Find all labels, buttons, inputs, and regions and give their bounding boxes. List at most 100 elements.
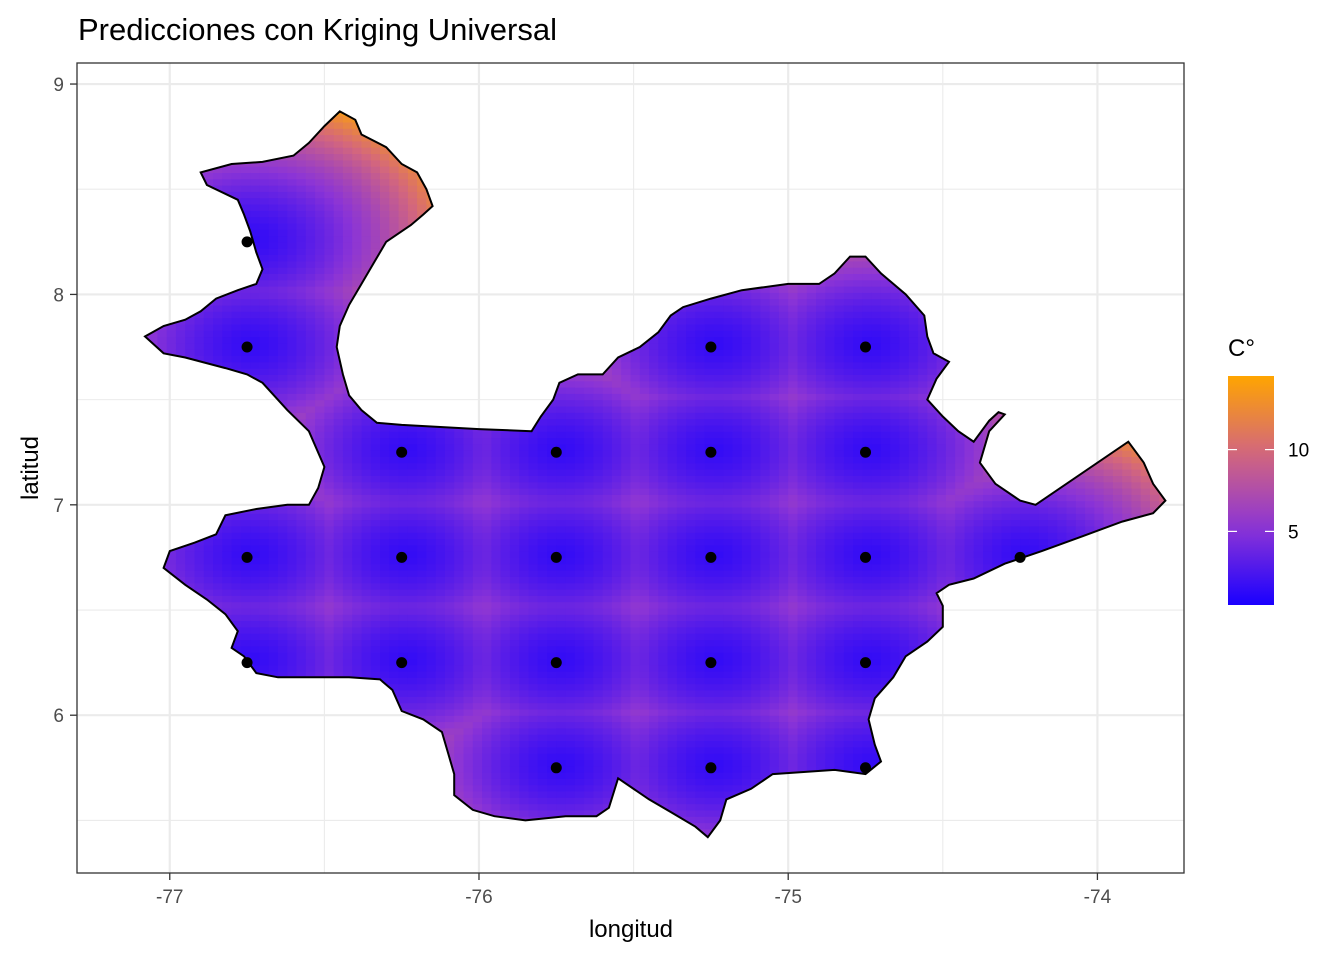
prediction-cell bbox=[175, 342, 186, 350]
prediction-cell bbox=[519, 809, 530, 817]
prediction-cell bbox=[324, 128, 335, 136]
prediction-cell bbox=[426, 544, 437, 552]
prediction-cell bbox=[231, 557, 242, 565]
prediction-cell bbox=[463, 488, 474, 495]
prediction-cell bbox=[389, 475, 400, 483]
prediction-cell bbox=[333, 563, 344, 571]
prediction-cell bbox=[342, 185, 353, 192]
prediction-cell bbox=[380, 159, 390, 167]
prediction-cell bbox=[482, 734, 492, 741]
prediction-cell bbox=[333, 437, 344, 445]
prediction-cell bbox=[333, 204, 344, 211]
prediction-cell bbox=[472, 437, 483, 445]
prediction-cell bbox=[324, 311, 335, 319]
prediction-cell bbox=[482, 759, 492, 767]
prediction-cell bbox=[268, 374, 279, 382]
prediction-cell bbox=[407, 500, 418, 508]
prediction-cell bbox=[426, 633, 437, 641]
prediction-cell bbox=[491, 469, 502, 476]
prediction-cell bbox=[417, 570, 427, 577]
prediction-cell bbox=[268, 368, 279, 375]
prediction-cell bbox=[361, 626, 372, 634]
prediction-cell bbox=[213, 349, 223, 356]
prediction-cell bbox=[203, 349, 214, 356]
prediction-cell bbox=[417, 582, 427, 590]
prediction-cell bbox=[519, 443, 530, 451]
prediction-cell bbox=[305, 538, 316, 546]
prediction-cell bbox=[519, 589, 530, 596]
prediction-cell bbox=[222, 544, 233, 552]
prediction-cell bbox=[194, 582, 205, 590]
prediction-cell bbox=[194, 544, 205, 552]
prediction-cell bbox=[398, 683, 409, 691]
prediction-cell bbox=[287, 229, 298, 237]
prediction-cell bbox=[398, 475, 409, 483]
prediction-cell bbox=[352, 576, 363, 584]
prediction-cell bbox=[370, 437, 381, 445]
prediction-cell bbox=[342, 279, 353, 287]
prediction-cell bbox=[250, 570, 261, 577]
prediction-cell bbox=[407, 506, 418, 514]
prediction-cell bbox=[426, 462, 437, 470]
prediction-cell bbox=[203, 595, 214, 603]
prediction-cell bbox=[324, 355, 335, 363]
prediction-cell bbox=[324, 185, 335, 192]
prediction-cell bbox=[519, 551, 530, 558]
prediction-cell bbox=[333, 576, 344, 584]
prediction-cell bbox=[203, 330, 214, 338]
prediction-cell bbox=[268, 563, 279, 571]
prediction-cell bbox=[380, 488, 390, 495]
prediction-cell bbox=[435, 715, 446, 723]
prediction-cell bbox=[324, 595, 335, 603]
prediction-cell bbox=[380, 166, 390, 173]
prediction-cell bbox=[296, 323, 307, 331]
prediction-cell bbox=[287, 506, 298, 514]
prediction-cell bbox=[519, 475, 530, 483]
prediction-cell bbox=[324, 601, 335, 609]
prediction-cell bbox=[333, 551, 344, 558]
prediction-cell bbox=[315, 418, 325, 426]
prediction-cell bbox=[500, 506, 511, 514]
prediction-cell bbox=[333, 197, 344, 205]
prediction-cell bbox=[463, 626, 474, 634]
prediction-cell bbox=[342, 652, 353, 659]
prediction-cell bbox=[528, 620, 539, 628]
prediction-cell bbox=[342, 589, 353, 596]
prediction-cell bbox=[482, 790, 492, 798]
prediction-cell bbox=[240, 645, 251, 653]
prediction-cell bbox=[305, 645, 316, 653]
prediction-cell bbox=[426, 551, 437, 558]
prediction-cell bbox=[324, 424, 335, 432]
prediction-cell bbox=[519, 658, 530, 666]
prediction-cell bbox=[472, 803, 483, 811]
prediction-cell bbox=[482, 431, 492, 439]
prediction-cell bbox=[296, 178, 307, 186]
prediction-cell bbox=[407, 456, 418, 464]
prediction-cell bbox=[380, 658, 390, 666]
prediction-cell bbox=[250, 525, 261, 533]
prediction-cell bbox=[250, 589, 261, 596]
prediction-cell bbox=[315, 355, 325, 363]
prediction-cell bbox=[250, 172, 261, 180]
prediction-cell bbox=[445, 607, 455, 615]
prediction-cell bbox=[333, 658, 344, 666]
prediction-cell bbox=[342, 197, 353, 205]
prediction-cell bbox=[157, 336, 168, 344]
prediction-cell bbox=[426, 645, 437, 653]
prediction-cell bbox=[528, 721, 539, 729]
prediction-cell bbox=[500, 456, 511, 464]
prediction-cell bbox=[482, 576, 492, 584]
prediction-cell bbox=[185, 563, 196, 571]
prediction-cell bbox=[407, 443, 418, 451]
prediction-cell bbox=[519, 557, 530, 565]
prediction-cell bbox=[203, 557, 214, 565]
prediction-cell bbox=[417, 626, 427, 634]
prediction-cell bbox=[398, 664, 409, 672]
prediction-cell bbox=[231, 614, 242, 622]
prediction-cell bbox=[491, 488, 502, 495]
prediction-cell bbox=[500, 702, 511, 710]
prediction-cell bbox=[250, 311, 261, 319]
prediction-cell bbox=[500, 759, 511, 767]
prediction-cell bbox=[278, 645, 288, 653]
prediction-cell bbox=[222, 551, 233, 558]
